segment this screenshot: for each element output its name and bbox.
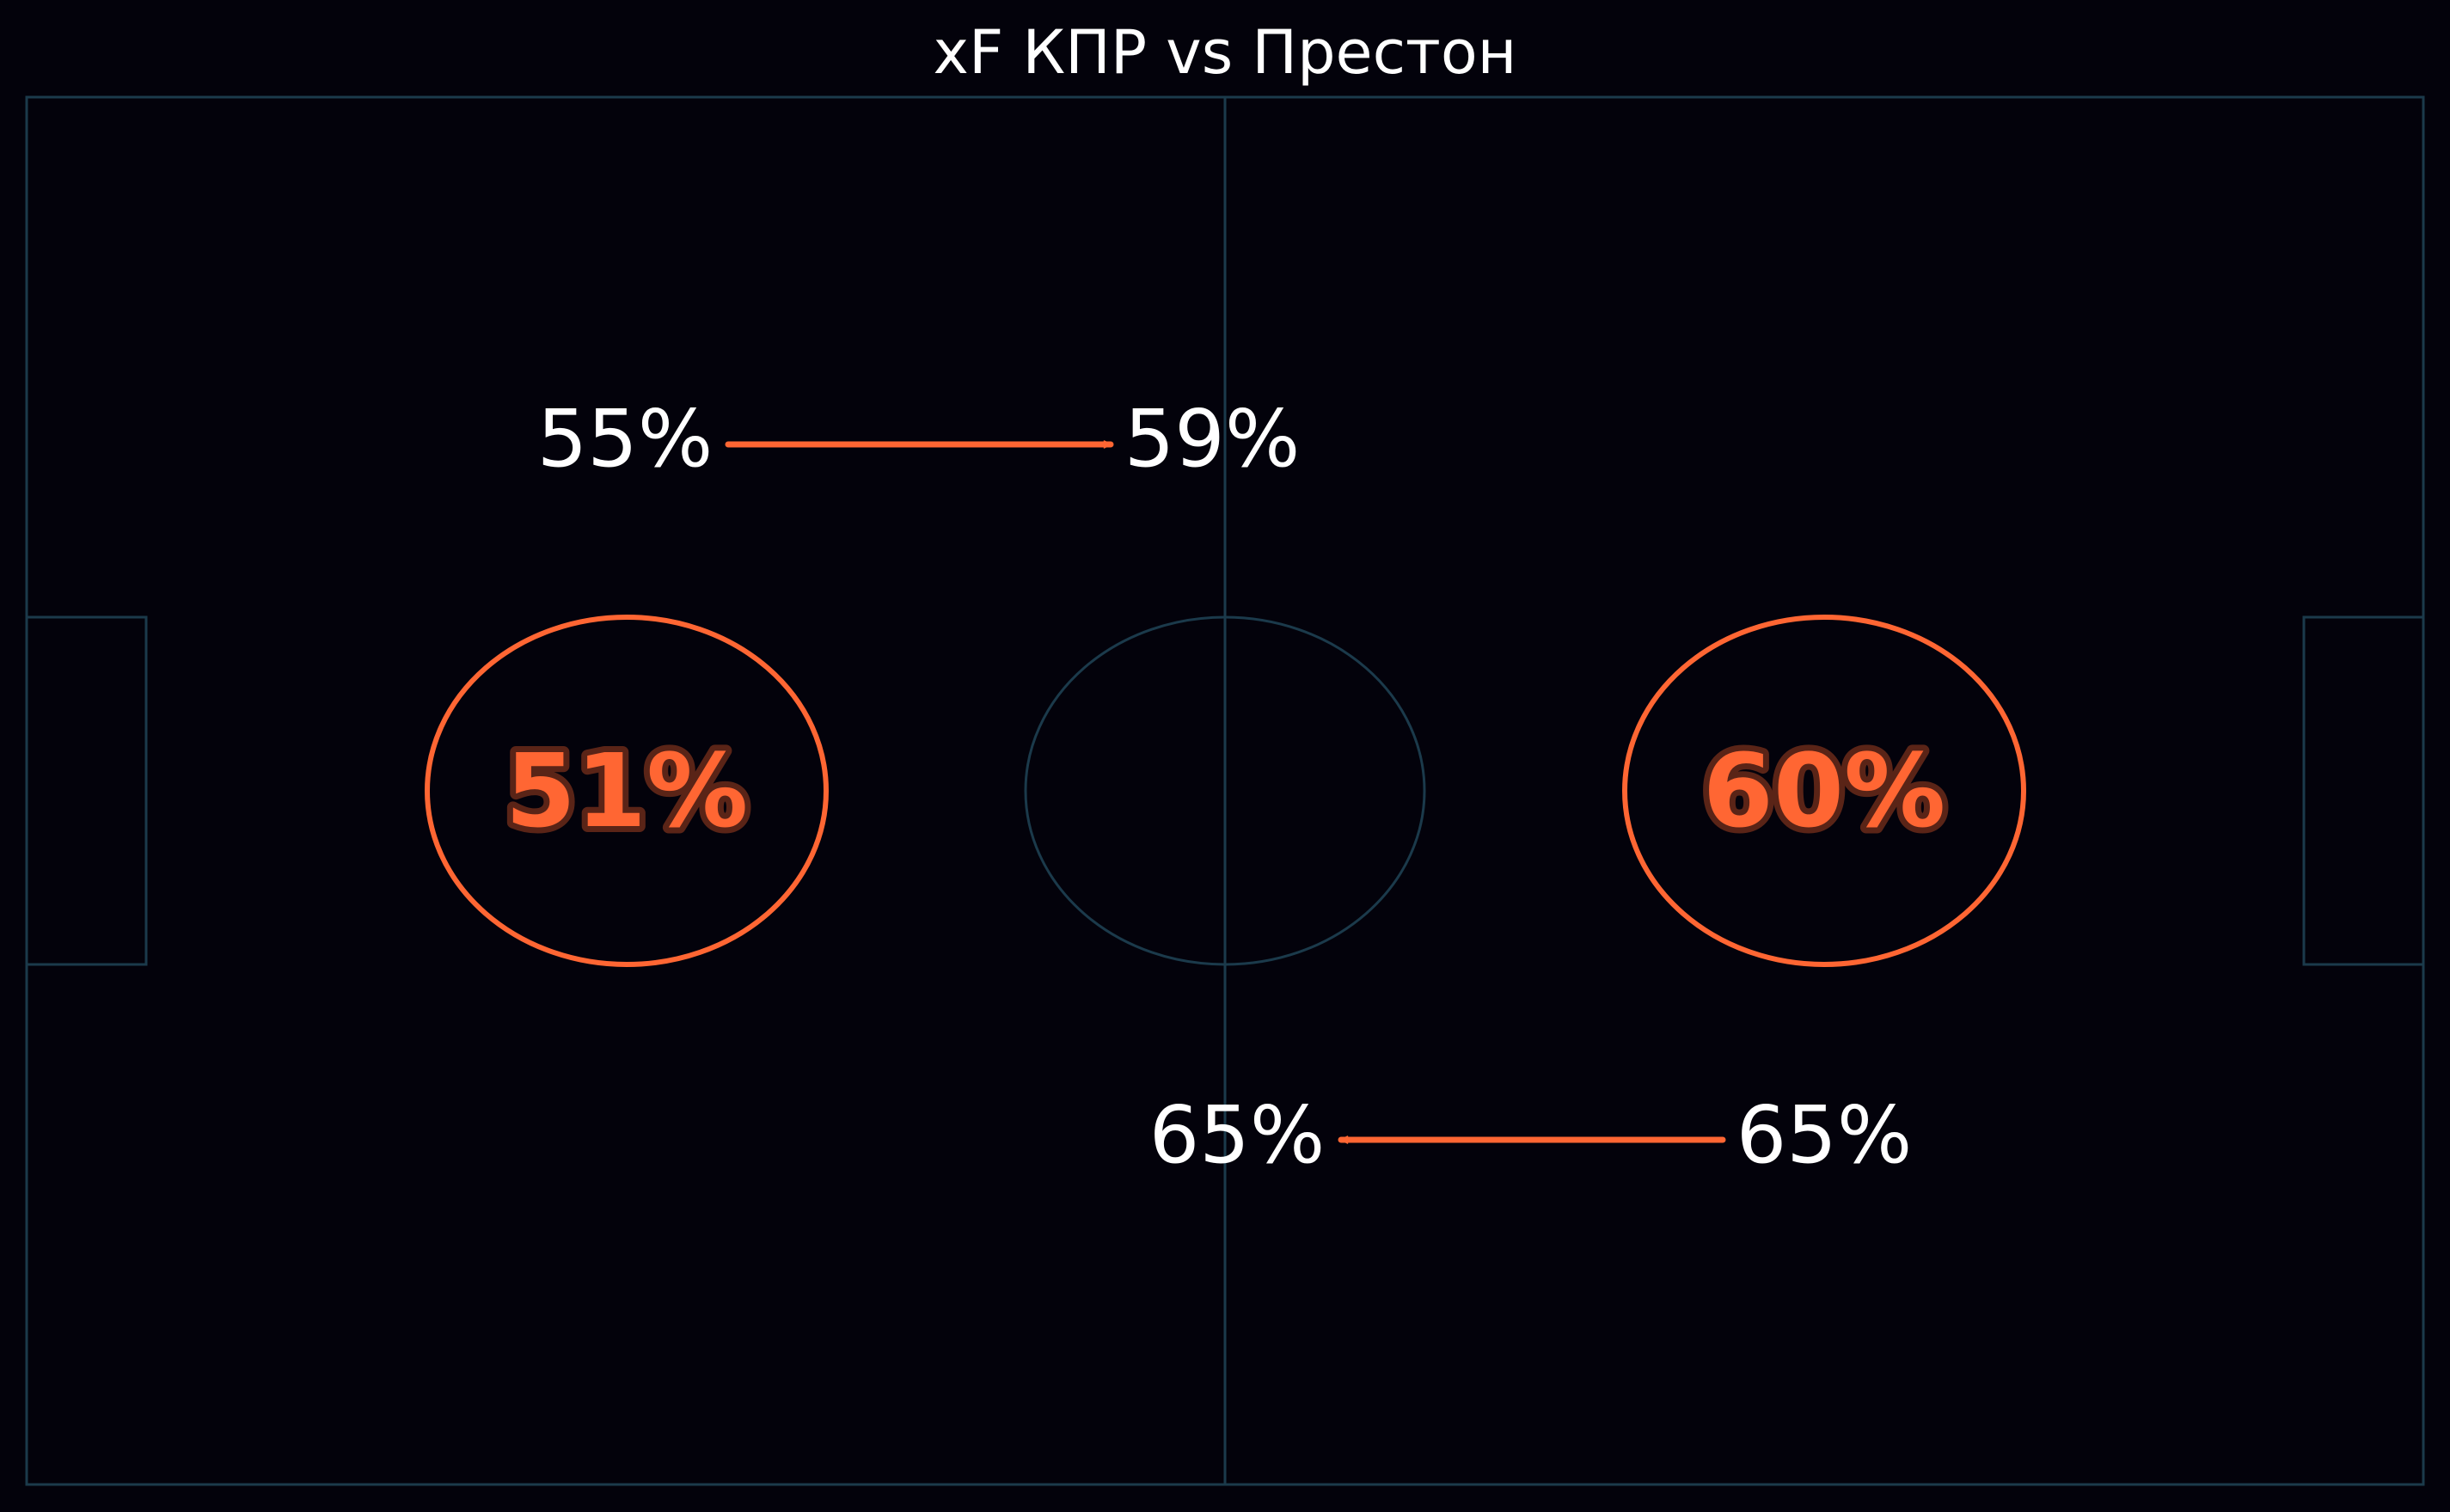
transition-top: 55% 59%	[537, 393, 1300, 485]
zone-right: 60%	[1622, 615, 2026, 967]
right-goal-box	[2302, 615, 2425, 966]
center-circle	[1024, 615, 1426, 966]
zone-left-value: 51%	[505, 732, 748, 850]
transition-bottom-from: 65%	[1736, 1089, 1912, 1181]
transition-bottom-to: 65%	[1149, 1089, 1325, 1181]
left-goal-box	[25, 615, 148, 966]
zone-right-value: 60%	[1703, 732, 1945, 850]
pitch-lines	[25, 95, 2425, 1486]
transition-bottom: 65% 65%	[1149, 1089, 1912, 1181]
chart-title: xF КПР vs Престон	[934, 17, 1517, 88]
zone-left: 51%	[425, 615, 829, 967]
zone-left-ring	[425, 615, 829, 967]
zone-right-ring	[1622, 615, 2026, 967]
transition-top-from: 55%	[537, 393, 713, 485]
transition-top-to: 59%	[1124, 393, 1300, 485]
